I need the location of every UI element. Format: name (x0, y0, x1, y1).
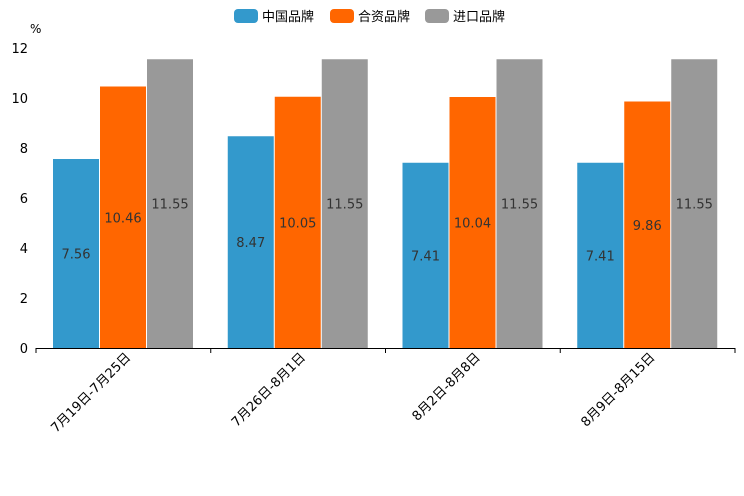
data-label-3-3: 11.55 (501, 198, 538, 213)
data-label-1-2: 8.47 (236, 236, 265, 251)
bar-3-2[interactable] (321, 59, 368, 348)
y-tick-label-6: 12 (11, 42, 28, 57)
bar-1-3[interactable] (402, 162, 449, 348)
legend-swatch-2[interactable] (330, 9, 354, 23)
data-label-3-1: 11.55 (151, 198, 188, 213)
bar-2-4[interactable] (624, 101, 671, 349)
y-axis: 0 2 4 6 8 10 12 (11, 42, 28, 357)
bar-3-1[interactable] (147, 59, 193, 348)
data-label-2-4: 9.86 (633, 219, 662, 234)
y-tick-label-4: 8 (20, 142, 28, 157)
y-axis-unit-label: % (30, 22, 41, 36)
x-tick-label-3: 8月2日-8月8日 (410, 350, 484, 424)
data-label-1-3: 7.41 (411, 249, 440, 264)
legend-swatch-1[interactable] (234, 9, 258, 23)
bar-1-4[interactable] (577, 162, 624, 348)
legend: 中国品牌 合资品牌 进口品牌 (234, 9, 505, 25)
bar-3-4[interactable] (671, 59, 718, 348)
x-tick-label-2: 7月26日-8月1日 (229, 350, 309, 430)
x-axis: 7月19日-7月25日 7月26日-8月1日 8月2日-8月8日 8月9日-8月15日 (35, 348, 736, 436)
bar-2-1[interactable] (100, 86, 146, 349)
y-tick-label-1: 2 (20, 292, 28, 307)
y-tick-label-2: 4 (20, 242, 28, 257)
y-tick-label-5: 10 (11, 92, 28, 107)
data-label-3-4: 11.55 (676, 198, 713, 213)
data-label-3-2: 11.55 (326, 198, 363, 213)
data-label-1-1: 7.56 (62, 248, 91, 263)
bar-2-3[interactable] (449, 97, 496, 348)
bar-1-2[interactable] (227, 136, 274, 348)
bar-1-1[interactable] (53, 159, 99, 348)
x-tick-label-4: 8月9日-8月15日 (579, 350, 659, 430)
legend-swatch-3[interactable] (425, 9, 449, 23)
legend-label-2[interactable]: 合资品牌 (358, 9, 410, 25)
bar-2-2[interactable] (274, 96, 321, 348)
data-label-2-2: 10.05 (279, 216, 316, 231)
bar-3-3[interactable] (496, 59, 543, 348)
y-tick-label-3: 6 (20, 192, 28, 207)
legend-label-3[interactable]: 进口品牌 (453, 9, 505, 25)
data-label-2-3: 10.04 (454, 217, 491, 232)
data-label-2-1: 10.46 (104, 211, 141, 226)
bars (53, 59, 718, 349)
x-tick-label-1: 7月19日-7月25日 (48, 350, 134, 436)
y-tick-label-0: 0 (20, 342, 28, 357)
legend-label-1[interactable]: 中国品牌 (262, 9, 314, 25)
data-label-1-4: 7.41 (586, 249, 615, 264)
data-labels: 7.56 10.46 11.55 8.47 10.05 11.55 7.41 10.04 11.… (62, 198, 713, 265)
